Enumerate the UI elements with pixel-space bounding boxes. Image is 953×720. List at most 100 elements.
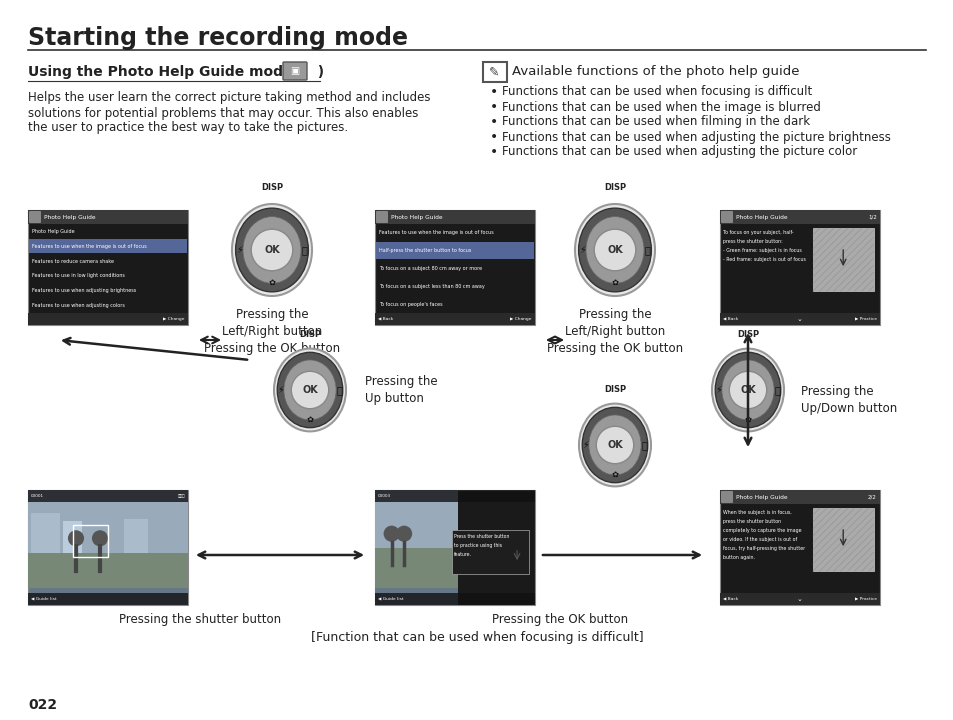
- Text: Functions that can be used when filming in the dark: Functions that can be used when filming …: [501, 115, 809, 128]
- Text: Features to use when adjusting colors: Features to use when adjusting colors: [32, 303, 125, 308]
- FancyBboxPatch shape: [375, 547, 457, 588]
- Text: ✿: ✿: [611, 469, 618, 479]
- FancyBboxPatch shape: [375, 210, 535, 224]
- Ellipse shape: [588, 415, 640, 475]
- Text: ▶ Practice: ▶ Practice: [854, 597, 876, 601]
- Text: ▶ Change: ▶ Change: [163, 317, 185, 321]
- Text: the user to practice the best way to take the pictures.: the user to practice the best way to tak…: [28, 122, 348, 135]
- FancyBboxPatch shape: [452, 530, 528, 574]
- Text: DISP: DISP: [603, 184, 625, 192]
- FancyBboxPatch shape: [812, 508, 873, 571]
- Text: ⌄: ⌄: [796, 596, 802, 602]
- Text: To focus on a subject less than 80 cm away: To focus on a subject less than 80 cm aw…: [378, 284, 484, 289]
- Text: ◀ Guide list: ◀ Guide list: [377, 597, 403, 601]
- Text: DISP: DISP: [261, 184, 283, 192]
- Text: ⚡: ⚡: [235, 245, 242, 255]
- FancyBboxPatch shape: [720, 210, 879, 325]
- Text: OK: OK: [606, 440, 622, 450]
- Text: 00001: 00001: [30, 494, 44, 498]
- FancyBboxPatch shape: [720, 210, 879, 224]
- Text: ✿: ✿: [306, 415, 314, 423]
- Text: Photo Help Guide: Photo Help Guide: [44, 215, 95, 220]
- FancyBboxPatch shape: [720, 593, 879, 605]
- FancyBboxPatch shape: [720, 490, 879, 504]
- Ellipse shape: [243, 217, 301, 284]
- Text: ⬜⬜⬜: ⬜⬜⬜: [177, 494, 185, 498]
- Text: ⚡: ⚡: [276, 385, 284, 395]
- Circle shape: [251, 229, 293, 271]
- Text: OK: OK: [264, 245, 279, 255]
- Text: feature.: feature.: [454, 552, 472, 557]
- Circle shape: [596, 426, 633, 464]
- Ellipse shape: [715, 352, 780, 428]
- Text: Features to use when the image is out of focus: Features to use when the image is out of…: [32, 244, 147, 248]
- Ellipse shape: [274, 348, 346, 431]
- Text: 022: 022: [28, 698, 57, 712]
- Ellipse shape: [277, 352, 342, 428]
- FancyBboxPatch shape: [28, 313, 188, 325]
- FancyBboxPatch shape: [28, 490, 188, 502]
- Text: To focus on people's faces: To focus on people's faces: [378, 302, 442, 307]
- Text: press the shutter button:: press the shutter button:: [722, 239, 781, 244]
- Text: ◀ Back: ◀ Back: [722, 597, 738, 601]
- Text: 2/2: 2/2: [867, 495, 876, 500]
- Text: ◀ Back: ◀ Back: [722, 317, 738, 321]
- FancyBboxPatch shape: [28, 490, 188, 553]
- Text: ✿: ✿: [611, 278, 618, 287]
- Text: or video. If the subject is out of: or video. If the subject is out of: [722, 537, 797, 542]
- Text: Features to use in low light conditions: Features to use in low light conditions: [32, 274, 125, 279]
- Text: Pressing the
Left/Right button
Pressing the OK button: Pressing the Left/Right button Pressing …: [546, 308, 682, 355]
- FancyBboxPatch shape: [375, 490, 535, 502]
- Ellipse shape: [578, 404, 650, 487]
- Circle shape: [383, 526, 399, 541]
- Text: Pressing the
Left/Right button
Pressing the OK button: Pressing the Left/Right button Pressing …: [204, 308, 339, 355]
- Ellipse shape: [235, 208, 308, 292]
- Text: ⌄: ⌄: [796, 316, 802, 322]
- FancyBboxPatch shape: [124, 518, 148, 553]
- FancyBboxPatch shape: [28, 593, 188, 605]
- Text: 00003: 00003: [377, 494, 391, 498]
- Ellipse shape: [585, 217, 643, 284]
- Text: focus, try half-pressing the shutter: focus, try half-pressing the shutter: [722, 546, 804, 551]
- FancyBboxPatch shape: [29, 211, 41, 223]
- Text: To focus on a subject 80 cm away or more: To focus on a subject 80 cm away or more: [378, 266, 481, 271]
- Ellipse shape: [575, 204, 655, 296]
- FancyBboxPatch shape: [28, 490, 188, 605]
- Text: to practice using this: to practice using this: [454, 544, 501, 548]
- FancyBboxPatch shape: [720, 491, 732, 503]
- FancyBboxPatch shape: [812, 228, 873, 292]
- Ellipse shape: [711, 348, 783, 431]
- Text: DISP: DISP: [736, 330, 759, 338]
- FancyBboxPatch shape: [720, 490, 879, 605]
- Text: ⏻: ⏻: [641, 440, 647, 450]
- Text: ⚡: ⚡: [715, 385, 721, 395]
- Ellipse shape: [581, 408, 647, 482]
- Text: ⚡: ⚡: [578, 245, 585, 255]
- Text: Features to use when adjusting brightness: Features to use when adjusting brightnes…: [32, 288, 136, 293]
- Text: OK: OK: [740, 385, 755, 395]
- Ellipse shape: [284, 360, 335, 420]
- FancyBboxPatch shape: [29, 239, 187, 253]
- FancyBboxPatch shape: [31, 513, 60, 553]
- Text: ✎: ✎: [488, 66, 498, 78]
- Ellipse shape: [232, 204, 312, 296]
- Ellipse shape: [578, 208, 651, 292]
- Text: button again.: button again.: [722, 555, 754, 560]
- Text: Functions that can be used when the image is blurred: Functions that can be used when the imag…: [501, 101, 820, 114]
- FancyBboxPatch shape: [720, 211, 732, 223]
- Circle shape: [728, 372, 766, 409]
- Text: ▶ Change: ▶ Change: [510, 317, 532, 321]
- Text: solutions for potential problems that may occur. This also enables: solutions for potential problems that ma…: [28, 107, 418, 120]
- Text: press the shutter button: press the shutter button: [722, 519, 781, 524]
- Text: ⏻: ⏻: [336, 385, 342, 395]
- Text: ▶ Practice: ▶ Practice: [854, 317, 876, 321]
- FancyBboxPatch shape: [63, 521, 82, 553]
- FancyBboxPatch shape: [375, 490, 457, 605]
- FancyBboxPatch shape: [283, 62, 307, 80]
- Text: ⚡: ⚡: [581, 440, 588, 450]
- Text: •: •: [490, 130, 497, 144]
- Text: Using the Photo Help Guide mode (: Using the Photo Help Guide mode (: [28, 65, 303, 79]
- Text: ▣: ▣: [290, 66, 299, 76]
- Text: Photo Help Guide: Photo Help Guide: [391, 215, 442, 220]
- Text: Pressing the OK button: Pressing the OK button: [492, 613, 627, 626]
